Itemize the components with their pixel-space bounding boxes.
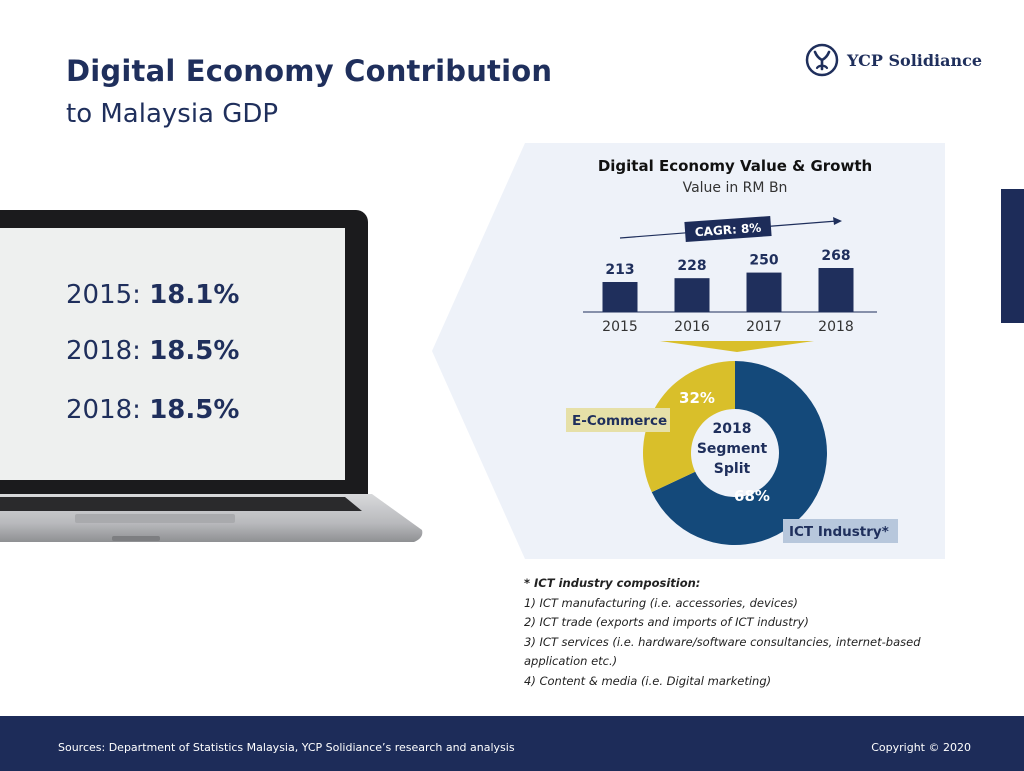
cagr-label: CAGR: 8% <box>694 221 761 240</box>
bar <box>746 272 782 312</box>
footnote-item: 2) ICT trade (exports and imports of ICT… <box>524 615 809 629</box>
footer: Sources: Department of Statistics Malays… <box>0 716 1024 771</box>
x-tick-label: 2018 <box>818 319 854 335</box>
donut-percent-label: 68% <box>734 487 770 505</box>
footer-sources: Sources: Department of Statistics Malays… <box>58 741 515 754</box>
donut-percent-label: 32% <box>679 389 715 407</box>
gdp-share-year: 2018: <box>66 336 150 366</box>
footnote-title: * ICT industry composition: <box>524 576 701 590</box>
donut-slice-ict <box>651 361 827 545</box>
digital-economy-chart: CAGR: 8% 213 2015 228 2016 250 2017 268 2018 68… <box>566 216 898 545</box>
connector-triangle <box>660 341 814 352</box>
bar <box>818 268 854 312</box>
laptop-keyboard-base <box>0 494 423 542</box>
ycp-logo-icon <box>805 43 839 77</box>
gdp-share-line: 2018: 18.5% <box>66 395 239 425</box>
bars-layer: 213 2015 228 2016 250 2017 268 2018 <box>602 248 854 335</box>
bar-value-label: 268 <box>821 248 850 264</box>
page-title: Digital Economy Contribution <box>66 54 553 88</box>
chart-title: Digital Economy Value & Growth <box>597 157 873 175</box>
laptop-screen <box>0 210 368 494</box>
gdp-share-value: 18.1% <box>149 280 240 310</box>
footnote-item: 4) Content & media (i.e. Digital marketi… <box>524 673 772 688</box>
x-tick-label: 2016 <box>674 319 710 335</box>
legend-ict-industry: ICT Industry* <box>789 524 889 540</box>
side-tab <box>1001 189 1024 323</box>
gdp-share-year: 2015: <box>66 280 150 310</box>
donut-center-label: Segment <box>697 441 768 457</box>
donut-layer: 68% 32% 2018 Segment Split E-Commerce ICT Indu… <box>566 361 898 545</box>
bar <box>674 278 710 312</box>
gdp-share-value: 18.5% <box>149 395 240 425</box>
laptop-display <box>0 228 345 480</box>
footer-copyright: Copyright © 2020 <box>871 741 971 754</box>
gdp-share-value: 18.5% <box>149 336 240 366</box>
page-subtitle: to Malaysia GDP <box>66 99 279 129</box>
cagr-arrow-head <box>833 217 842 225</box>
x-tick-label: 2017 <box>746 319 782 335</box>
callout-pointer <box>432 143 525 559</box>
ict-label-bg <box>783 519 898 543</box>
legend-ecommerce: E-Commerce <box>572 413 667 429</box>
donut-slice-ecommerce <box>643 361 735 493</box>
bar-value-label: 250 <box>749 253 778 269</box>
chart-subtitle: Value in RM Bn <box>682 180 788 196</box>
brand-name: YCP Solidiance <box>847 50 983 70</box>
brand-logo: YCP Solidiance <box>805 42 982 78</box>
footnote-item: 1) ICT manufacturing (i.e. accessories, … <box>524 595 798 610</box>
bar-value-label: 228 <box>677 258 706 274</box>
x-tick-label: 2015 <box>602 319 638 335</box>
bar <box>602 282 638 312</box>
footnote-item: 3) ICT services (i.e. hardware/software … <box>524 634 921 669</box>
donut-center-label: 2018 <box>713 421 752 437</box>
bar-value-label: 213 <box>605 262 634 278</box>
gdp-share-line: 2018: 18.5% <box>66 336 239 366</box>
gdp-share-year: 2018: <box>66 395 150 425</box>
ecommerce-label-bg <box>566 408 670 432</box>
donut-center-label: Split <box>714 461 751 477</box>
gdp-share-line: 2015: 18.1% <box>66 280 239 310</box>
footnote: * ICT industry composition: 1) ICT manuf… <box>524 574 944 691</box>
cagr-badge: CAGR: 8% <box>684 216 772 242</box>
